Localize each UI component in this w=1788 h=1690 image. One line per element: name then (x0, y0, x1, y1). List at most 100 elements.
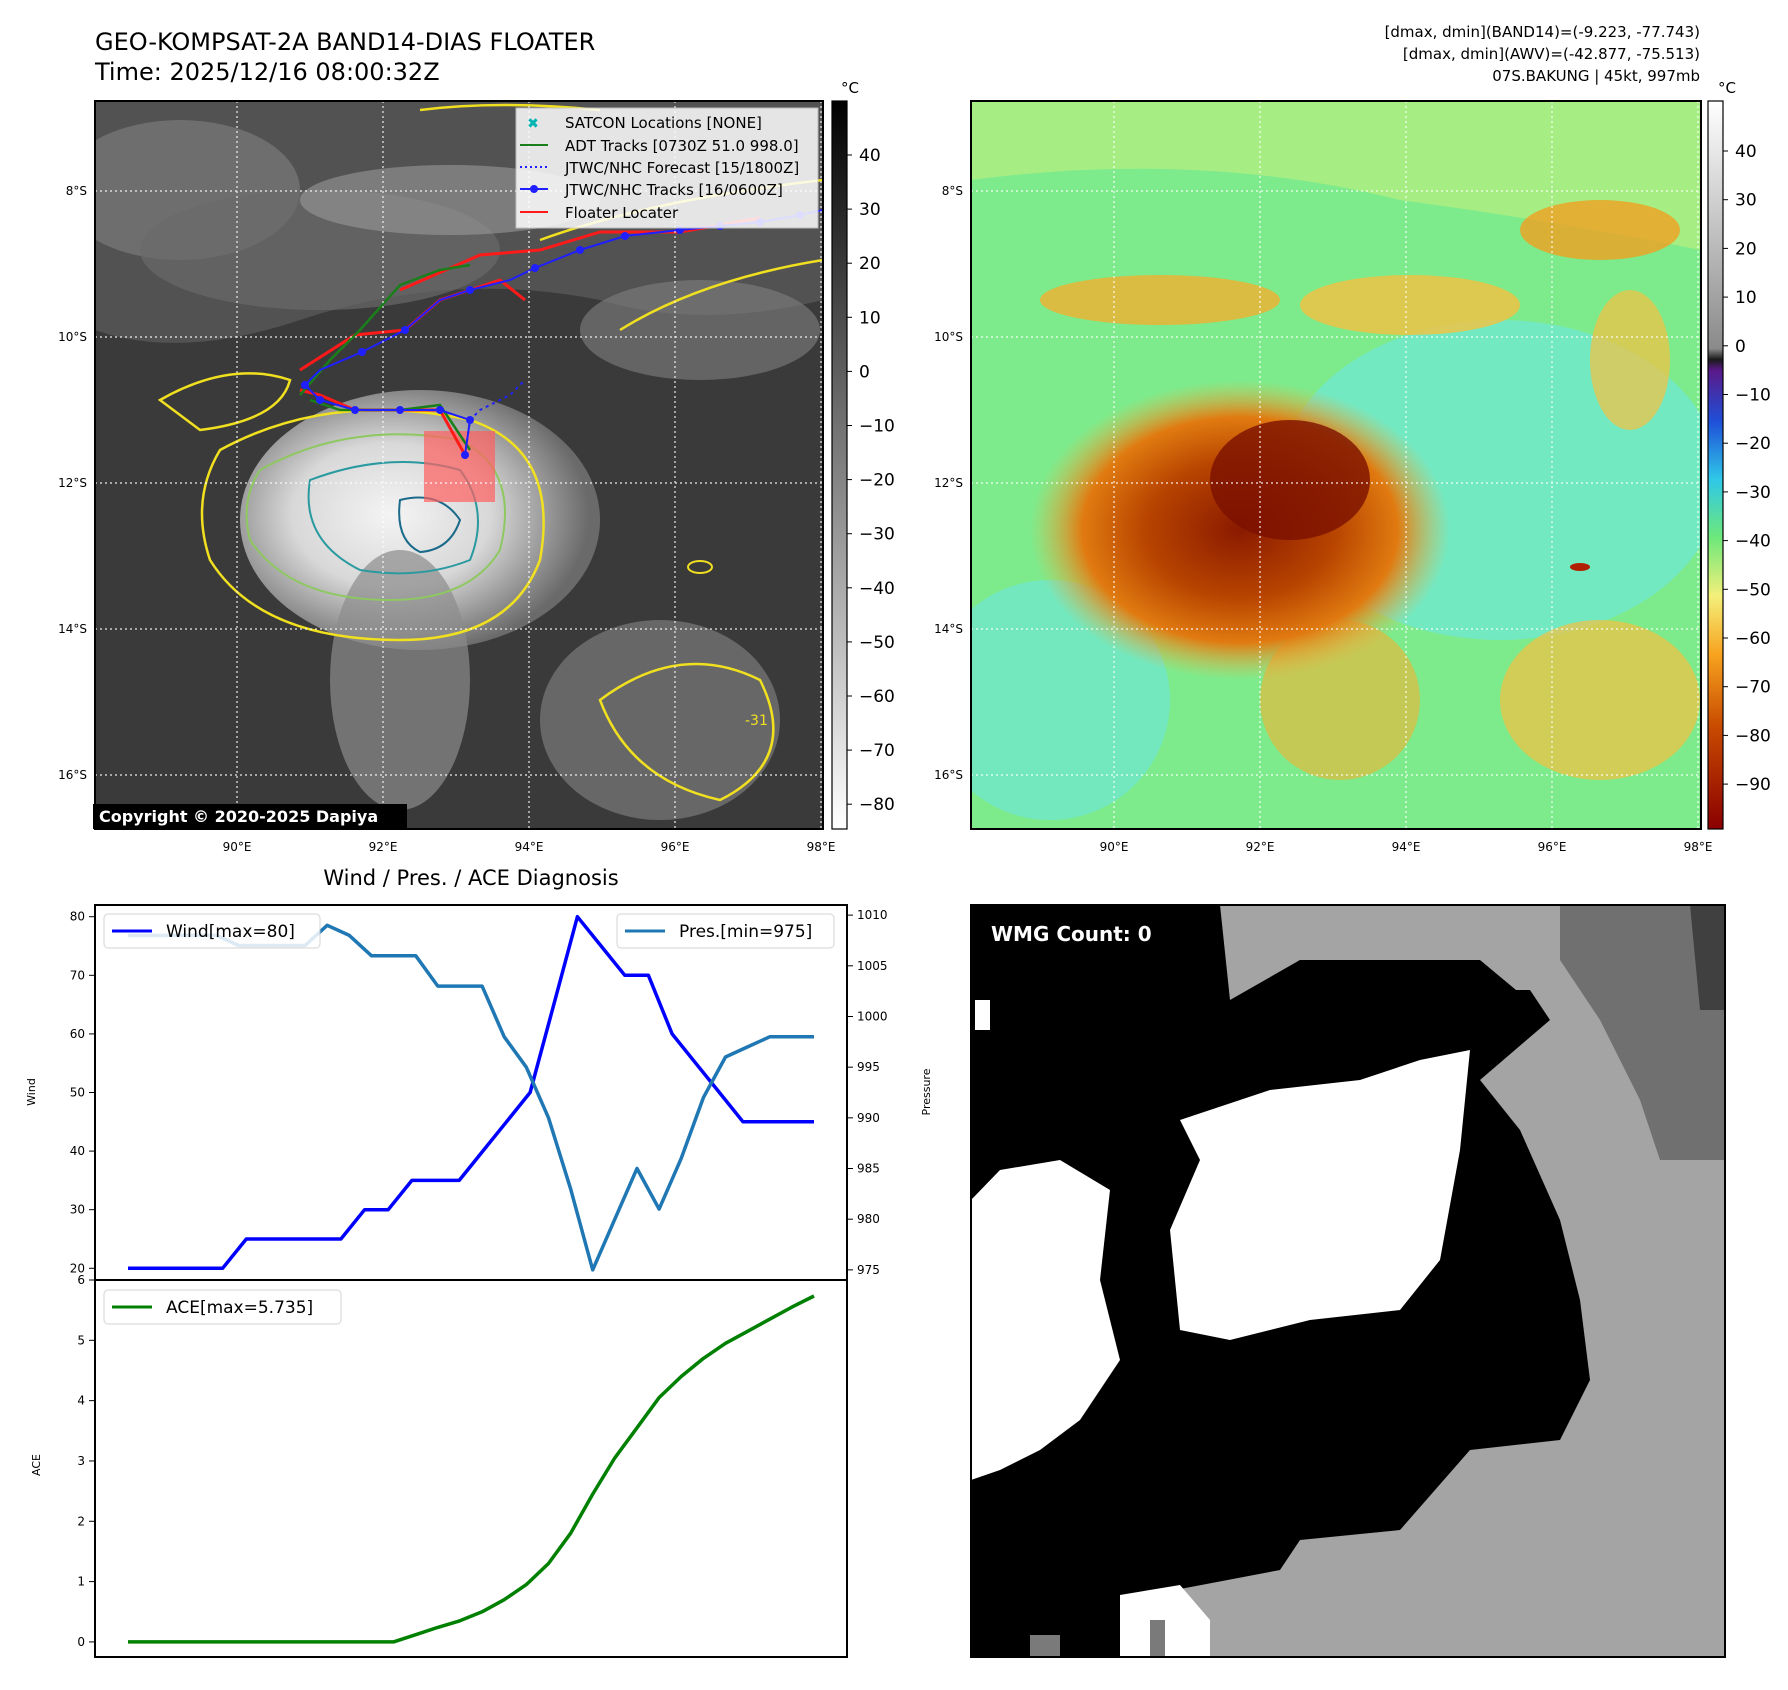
ace-legend-label: ACE[max=5.735] (166, 1298, 313, 1318)
awv-colorbar-tick-label: 20 (1735, 239, 1757, 259)
colorbar-unit-left: °C (841, 79, 859, 97)
copyright-text: Copyright © 2020-2025 Dapiya (99, 807, 378, 826)
pressure-axis-tick-label: 975 (857, 1263, 880, 1277)
info-line-2: [dmax, dmin](AWV)=(-42.877, -75.513) (1403, 45, 1700, 63)
legend-floater: Floater Locater (520, 204, 679, 222)
ir-colorbar-tick-label: −70 (859, 741, 895, 761)
colorbar-unit-right: °C (1718, 79, 1736, 97)
awv-colorbar-tick-label: −10 (1735, 386, 1771, 406)
wind-axis-label: Wind (25, 1078, 38, 1106)
contour-label: -31 (745, 713, 768, 729)
wind-axis-tick-label: 20 (70, 1261, 85, 1275)
map-legend: ✖ SATCON Locations [NONE] ADT Tracks [07… (515, 107, 819, 229)
wind-axis-tick-label: 50 (70, 1086, 85, 1100)
ir-colorbar-tick-label: −40 (859, 579, 895, 599)
pressure-axis-tick-label: 980 (857, 1212, 880, 1226)
awv-colorbar-tick-label: −90 (1735, 775, 1771, 795)
lon-tick-94e-right: 94°E (1392, 840, 1421, 854)
wind-legend: Wind[max=80] (103, 913, 321, 949)
chart-title: Wind / Pres. / ACE Diagnosis (323, 866, 618, 890)
info-line-3: 07S.BAKUNG | 45kt, 997mb (1492, 67, 1700, 85)
info-line-1: [dmax, dmin](BAND14)=(-9.223, -77.743) (1385, 23, 1700, 41)
lat-tick-16s-right: 16°S (934, 768, 963, 782)
awv-satellite-panel[interactable]: 8°S 10°S 12°S 14°S 16°S 90°E 92°E 94°E 9… (930, 100, 1720, 854)
awv-colorbar-tick-label: −50 (1735, 580, 1771, 600)
lat-tick-12s-left: 12°S (58, 476, 87, 490)
lon-tick-90e-right: 90°E (1100, 840, 1129, 854)
awv-colorbar-tick-label: 10 (1735, 288, 1757, 308)
pressure-axis-tick-label: 990 (857, 1111, 880, 1125)
legend-jtwc-tracks: JTWC/NHC Tracks [16/0600Z] (520, 181, 783, 199)
lat-tick-10s-left: 10°S (58, 330, 87, 344)
lon-tick-96e-right: 96°E (1538, 840, 1567, 854)
legend-satcon: ✖ SATCON Locations [NONE] (527, 114, 762, 132)
ace-chart: ACE 0 1 2 3 4 5 6 ACE[max=5.735] (30, 1273, 848, 1658)
wmg-count-label: WMG Count: 0 (991, 922, 1152, 946)
awv-colorbar-tick-label: 40 (1735, 142, 1757, 162)
ir-colorbar-tick-label: 10 (859, 308, 881, 328)
awv-colorbar-tick-label: −60 (1735, 629, 1771, 649)
wind-series-line (128, 914, 814, 1271)
wind-axis-tick-label: 70 (70, 968, 85, 982)
ir-colorbar-tick-label: −30 (859, 525, 895, 545)
svg-text:SATCON Locations [NONE]: SATCON Locations [NONE] (565, 114, 762, 132)
pressure-axis-label: Pressure (920, 1068, 933, 1115)
ir-colorbar-tick-label: −60 (859, 687, 895, 707)
wind-axis-tick-label: 30 (70, 1203, 85, 1217)
svg-text:JTWC/NHC Tracks [16/0600Z]: JTWC/NHC Tracks [16/0600Z] (564, 181, 783, 199)
svg-text:Floater Locater: Floater Locater (565, 204, 679, 222)
ir-satellite-panel[interactable]: -31 (58, 100, 836, 854)
lon-tick-98e-left: 98°E (807, 840, 836, 854)
ir-colorbar: °C 40 30 20 10 0 −10 −20 −30 −40 −50 −60 −70 −80 (831, 79, 895, 830)
ace-axis-tick-label: 1 (77, 1575, 85, 1589)
page-title: GEO-KOMPSAT-2A BAND14-DIAS FLOATER (95, 28, 595, 56)
wmg-panel[interactable]: WMG Count: 0 (970, 904, 1726, 1658)
ir-colorbar-tick-label: 40 (859, 146, 881, 166)
timestamp: Time: 2025/12/16 08:00:32Z (94, 58, 440, 86)
wind-axis-tick-label: 40 (70, 1144, 85, 1158)
ace-series-line (128, 1294, 815, 1644)
awv-colorbar-tick-label: 0 (1735, 337, 1746, 357)
wind-axis-tick-label: 80 (70, 910, 85, 924)
lon-tick-98e-right: 98°E (1684, 840, 1713, 854)
lon-tick-96e-left: 96°E (661, 840, 690, 854)
awv-colorbar-tick-label: 30 (1735, 191, 1757, 211)
legend-jtwc-forecast: JTWC/NHC Forecast [15/1800Z] (520, 159, 799, 177)
svg-text:✖: ✖ (527, 116, 539, 132)
ir-colorbar-tick-label: −50 (859, 633, 895, 653)
wind-legend-label: Wind[max=80] (166, 922, 295, 942)
pressure-axis-tick-label: 1000 (857, 1009, 888, 1023)
ir-colorbar-tick-label: −10 (859, 417, 895, 437)
svg-text:JTWC/NHC Forecast [15/1800Z]: JTWC/NHC Forecast [15/1800Z] (564, 159, 799, 177)
ir-colorbar-tick-label: 20 (859, 254, 881, 274)
awv-colorbar-tick-label: −40 (1735, 532, 1771, 552)
ace-axis-tick-label: 3 (77, 1454, 85, 1468)
legend-adt: ADT Tracks [0730Z 51.0 998.0] (520, 137, 799, 155)
ace-axis-tick-label: 4 (77, 1394, 85, 1408)
pressure-axis-tick-label: 995 (857, 1060, 880, 1074)
lat-tick-14s-left: 14°S (58, 622, 87, 636)
pressure-legend: Pres.[min=975] (616, 913, 835, 949)
ace-axis-tick-label: 2 (77, 1514, 85, 1528)
lat-tick-8s-left: 8°S (66, 184, 87, 198)
ir-colorbar-tick-label: 30 (859, 200, 881, 220)
wind-pressure-chart: Wind Pressure 20 30 40 50 60 70 80 975 980 985 99… (25, 904, 933, 1281)
pressure-legend-label: Pres.[min=975] (679, 922, 812, 942)
lon-tick-94e-left: 94°E (515, 840, 544, 854)
pressure-axis-tick-label: 1010 (857, 908, 888, 922)
lat-tick-14s-right: 14°S (934, 622, 963, 636)
lat-tick-8s-right: 8°S (942, 184, 963, 198)
awv-colorbar-tick-label: −20 (1735, 434, 1771, 454)
wind-axis-tick-label: 60 (70, 1027, 85, 1041)
ace-legend: ACE[max=5.735] (103, 1289, 342, 1325)
pressure-axis-tick-label: 1005 (857, 959, 888, 973)
awv-colorbar-tick-label: −30 (1735, 483, 1771, 503)
pressure-axis-tick-label: 985 (857, 1162, 880, 1176)
lat-tick-10s-right: 10°S (934, 330, 963, 344)
ir-colorbar-tick-label: −20 (859, 471, 895, 491)
lon-tick-92e-right: 92°E (1246, 840, 1275, 854)
svg-text:ADT Tracks [0730Z 51.0 998.0]: ADT Tracks [0730Z 51.0 998.0] (565, 137, 799, 155)
awv-colorbar-tick-label: −80 (1735, 726, 1771, 746)
lon-tick-90e-left: 90°E (223, 840, 252, 854)
